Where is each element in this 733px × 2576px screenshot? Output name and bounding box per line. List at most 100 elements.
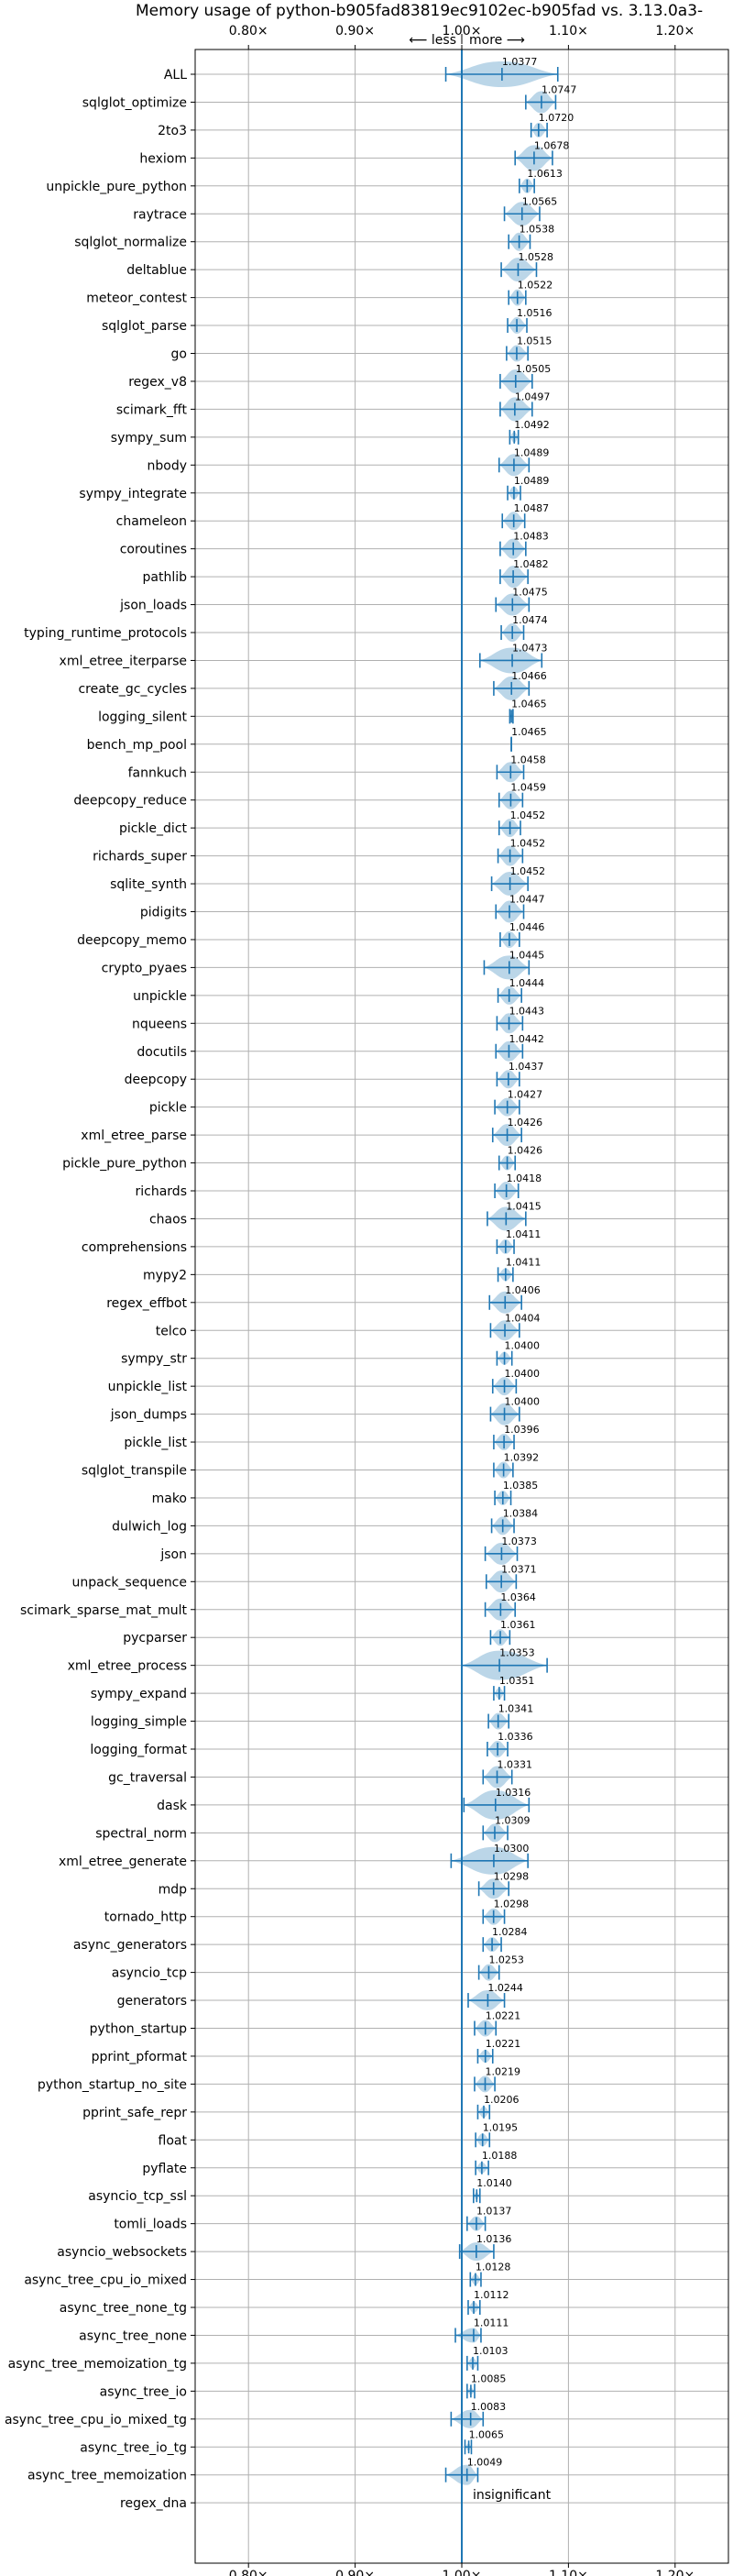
benchmark-value-label: 1.0437 — [509, 1061, 544, 1073]
benchmark-value-label: 1.0221 — [486, 2010, 521, 2022]
benchmark-value-label: 1.0458 — [510, 754, 546, 765]
benchmark-value-label: 1.0392 — [504, 1452, 540, 1464]
x-tick-label-top: 1.00× — [443, 24, 482, 39]
benchmark-label: chaos — [149, 1212, 187, 1227]
benchmark-value-label: 1.0137 — [476, 2206, 512, 2218]
benchmark-label: nbody — [148, 458, 188, 473]
insignificant-label: insignificant — [473, 2488, 552, 2503]
benchmark-label: logging_silent — [98, 710, 187, 724]
x-tick-label-bottom: 0.80× — [229, 2569, 268, 2576]
benchmark-value-label: 1.0373 — [501, 1536, 537, 1547]
benchmark-value-label: 1.0452 — [510, 809, 546, 821]
benchmark-value-label: 1.0244 — [487, 1982, 523, 1994]
benchmark-value-label: 1.0361 — [500, 1619, 536, 1631]
benchmark-label: json_loads — [119, 599, 187, 613]
benchmark-label: async_tree_cpu_io_mixed — [24, 2273, 187, 2288]
benchmark-value-label: 1.0446 — [509, 921, 545, 933]
more-direction-label: more ⟶ — [469, 33, 525, 48]
benchmark-value-label: 1.0400 — [505, 1340, 541, 1352]
benchmark-value-label: 1.0406 — [505, 1284, 541, 1296]
benchmark-value-label: 1.0206 — [484, 2094, 520, 2106]
x-tick-label-bottom: 1.20× — [655, 2569, 695, 2576]
benchmark-label: deltablue — [126, 263, 187, 278]
benchmark-label: xml_etree_parse — [81, 1128, 187, 1143]
benchmark-value-label: 1.0364 — [500, 1591, 536, 1603]
benchmark-label: mako — [152, 1492, 187, 1506]
benchmark-label: richards — [136, 1184, 188, 1199]
benchmark-value-label: 1.0747 — [542, 83, 577, 95]
benchmark-label: tornado_http — [104, 1910, 187, 1925]
x-tick-label-top: 1.10× — [549, 24, 588, 39]
benchmark-label: deepcopy — [125, 1073, 187, 1087]
benchmark-label: sympy_integrate — [79, 487, 187, 501]
benchmark-label: sqlglot_normalize — [74, 236, 187, 250]
benchmark-value-label: 1.0483 — [513, 531, 549, 543]
benchmark-label: regex_effbot — [106, 1296, 187, 1311]
x-tick-label-bottom: 1.10× — [549, 2569, 588, 2576]
benchmark-value-label: 1.0219 — [485, 2065, 520, 2077]
benchmark-label: pickle_pure_python — [62, 1157, 187, 1172]
benchmark-label: xml_etree_generate — [59, 1855, 187, 1869]
benchmark-label: json — [159, 1547, 187, 1562]
benchmark-label: sympy_sum — [111, 431, 187, 446]
benchmark-value-label: 1.0505 — [516, 363, 552, 375]
benchmark-label: async_tree_memoization — [27, 2469, 187, 2483]
benchmark-label: pycparser — [123, 1631, 187, 1646]
benchmark-label: float — [159, 2133, 188, 2148]
benchmark-label: python_startup — [90, 2022, 187, 2037]
benchmark-value-label: 1.0482 — [513, 558, 549, 570]
benchmark-label: pidigits — [140, 906, 187, 920]
benchmark-value-label: 1.0284 — [492, 1926, 528, 1938]
benchmark-value-label: 1.0445 — [509, 949, 545, 961]
benchmark-value-label: 1.0515 — [517, 336, 552, 347]
benchmark-value-label: 1.0336 — [498, 1731, 533, 1743]
benchmark-label: raytrace — [133, 207, 187, 222]
benchmark-value-label: 1.0140 — [476, 2177, 512, 2189]
benchmark-value-label: 1.0128 — [476, 2262, 511, 2273]
benchmark-value-label: 1.0384 — [503, 1507, 539, 1519]
benchmark-label: pickle — [149, 1101, 187, 1116]
benchmark-label: sqlite_synth — [110, 877, 187, 892]
benchmark-value-label: 1.0396 — [504, 1424, 540, 1436]
benchmark-value-label: 1.0465 — [511, 698, 547, 710]
benchmark-label: scimark_sparse_mat_mult — [20, 1603, 187, 1618]
benchmark-label: sqlglot_optimize — [82, 95, 187, 110]
benchmark-value-label: 1.0475 — [512, 587, 548, 599]
benchmark-label: generators — [117, 1994, 187, 2009]
benchmark-label: asyncio_websockets — [57, 2245, 187, 2260]
x-tick-label-top: 1.20× — [655, 24, 695, 39]
benchmark-value-label: 1.0300 — [494, 1843, 530, 1855]
benchmark-value-label: 1.0447 — [509, 894, 545, 906]
benchmark-value-label: 1.0489 — [514, 475, 550, 487]
benchmark-rows: 1.0377 1.0747 1.0720 1.0678 1.0613 1.0565 1.05… — [444, 56, 577, 2503]
benchmark-label: typing_runtime_protocols — [24, 626, 187, 641]
benchmark-label: chameleon — [116, 514, 187, 529]
benchmark-label: regex_dna — [120, 2496, 187, 2511]
benchmark-label: pyflate — [142, 2162, 187, 2176]
benchmark-label: scimark_fft — [116, 402, 188, 417]
benchmark-value-label: 1.0497 — [515, 391, 551, 402]
benchmark-value-label: 1.0298 — [494, 1899, 530, 1910]
benchmark-value-label: 1.0351 — [499, 1675, 535, 1687]
benchmark-label: dulwich_log — [112, 1519, 187, 1534]
benchmark-value-label: 1.0316 — [496, 1787, 531, 1799]
benchmark-value-label: 1.0492 — [514, 419, 550, 431]
benchmark-value-label: 1.0341 — [498, 1703, 534, 1715]
benchmark-label: asyncio_tcp_ssl — [88, 2189, 187, 2204]
benchmark-label: async_tree_io_tg — [80, 2440, 187, 2455]
x-tick-label-top: 0.80× — [229, 24, 268, 39]
benchmark-value-label: 1.0377 — [502, 56, 538, 68]
benchmark-value-label: 1.0411 — [506, 1256, 542, 1268]
benchmark-value-label: 1.0487 — [514, 502, 550, 514]
benchmark-value-label: 1.0400 — [505, 1368, 541, 1380]
benchmark-label: logging_simple — [91, 1715, 187, 1730]
benchmark-value-label: 1.0221 — [486, 2038, 521, 2050]
benchmark-value-label: 1.0516 — [517, 307, 552, 319]
benchmark-value-label: 1.0443 — [509, 1005, 545, 1017]
x-tick-label-bottom: 0.90× — [335, 2569, 375, 2576]
benchmark-label: nqueens — [132, 1017, 187, 1031]
benchmark-label: async_tree_io — [100, 2384, 187, 2399]
benchmark-label: asyncio_tcp — [112, 1966, 187, 1981]
